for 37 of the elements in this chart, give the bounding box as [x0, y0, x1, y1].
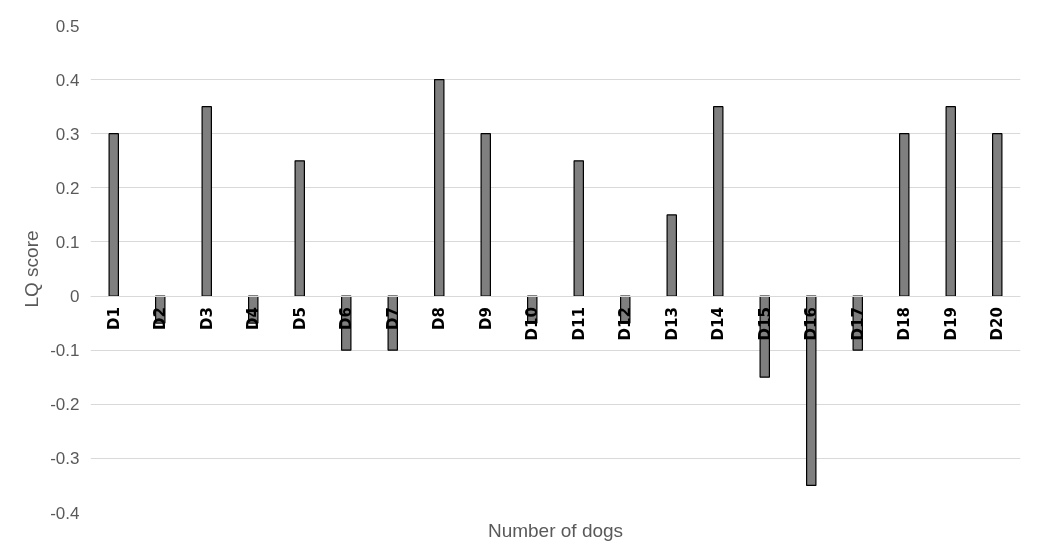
y-tick-label: 0.5 — [55, 16, 80, 36]
x-axis-title: Number of dogs — [487, 519, 624, 541]
y-tick-label: -0.4 — [50, 503, 80, 523]
bar — [806, 295, 817, 487]
x-tick-label: D13 — [662, 307, 681, 341]
y-axis-title: LQ score — [21, 230, 43, 308]
x-tick-label: D11 — [569, 307, 588, 341]
y-tick-label: -0.1 — [50, 341, 80, 361]
x-tick-label: D12 — [616, 307, 635, 341]
y-tick-label: -0.2 — [50, 395, 80, 415]
bar — [945, 106, 956, 297]
x-tick-label: D10 — [523, 307, 542, 341]
y-tick-label: 0 — [70, 287, 80, 307]
x-tick-label: D9 — [476, 307, 495, 330]
y-tick-label: 0.3 — [55, 124, 80, 144]
bar — [899, 133, 910, 297]
x-tick-label: D3 — [197, 307, 216, 330]
x-tick-label: D20 — [988, 307, 1007, 341]
bar — [294, 160, 305, 297]
bar — [666, 214, 677, 297]
bar — [713, 106, 724, 297]
y-tick-label: 0.2 — [55, 178, 80, 198]
bar — [434, 79, 445, 297]
bar — [992, 133, 1003, 297]
y-tick-label: -0.3 — [50, 449, 80, 469]
x-tick-label: D19 — [941, 307, 960, 341]
x-tick-label: D1 — [104, 307, 123, 330]
bar — [108, 133, 119, 297]
bar — [480, 133, 491, 297]
x-tick-label: D5 — [290, 307, 309, 330]
y-tick-label: 0.1 — [55, 232, 80, 252]
x-tick-label: D18 — [895, 307, 914, 341]
x-tick-label: D8 — [430, 307, 449, 330]
y-tick-label: 0.4 — [55, 70, 80, 90]
x-tick-label: D14 — [709, 307, 728, 341]
bar — [201, 106, 212, 297]
bar — [573, 160, 584, 297]
